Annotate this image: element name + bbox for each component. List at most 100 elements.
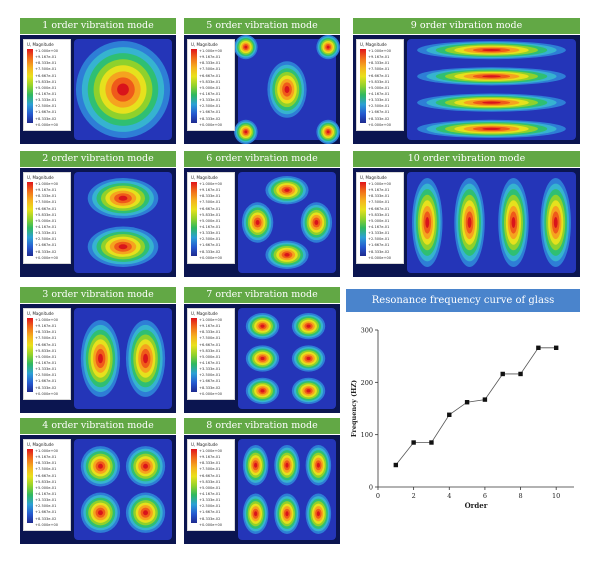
legend-value: +1.667e-01 [35,110,57,115]
legend-color-bar [191,49,197,123]
legend-value: +1.667e-01 [35,379,57,384]
legend-value: +0.000e+00 [35,122,59,127]
color-legend: U, Magnitude +1.000e+00 +9.167e-01 +8.333e-… [187,39,235,131]
mode-title: 4 order vibration mode [20,418,176,434]
legend-value: +4.167e-01 [199,224,221,229]
legend-title: U, Magnitude [27,442,54,447]
legend-title: U, Magnitude [191,442,218,447]
legend-value: +5.000e-01 [199,218,221,223]
y-tick-label: 300 [361,327,373,335]
resonance-chart: Resonance frequency curve of glass 0 100 2… [346,289,580,510]
y-axis-label: Frequency (HZ) [350,380,358,437]
legend-value: +4.167e-01 [35,360,57,365]
x-tick-label: 10 [552,492,560,500]
legend-value: +6.667e-01 [368,73,390,78]
legend-value: +7.500e-01 [35,336,57,341]
legend-color-bar [27,318,33,392]
legend-value: +6.667e-01 [199,342,221,347]
color-legend: U, Magnitude +1.000e+00 +9.167e-01 +8.333e-… [23,439,71,531]
mode-title: 3 order vibration mode [20,287,176,303]
mode-title: 9 order vibration mode [353,18,580,34]
legend-value: +9.167e-01 [199,188,221,193]
legend-value: +8.333e-01 [35,330,57,335]
legend-value: +5.000e-01 [199,85,221,90]
legend-value: +8.333e-02 [368,116,390,121]
legend-title: U, Magnitude [191,311,218,316]
legend-value: +1.000e+00 [199,449,223,453]
data-point [500,371,505,377]
legend-value: +5.000e-01 [368,218,390,223]
legend-value: +1.000e+00 [35,449,59,453]
legend-values: +1.000e+00 +9.167e-01 +8.333e-01 +7.500e-01… [199,448,222,528]
legend-value: +7.500e-01 [35,467,57,472]
legend-title: U, Magnitude [191,175,218,180]
legend-value: +1.000e+00 [35,49,59,53]
mode-contour-image: U, Magnitude +1.000e+00 +9.167e-01 +8.333e-… [20,304,176,413]
legend-value: +1.667e-01 [199,510,221,515]
x-tick-label: 8 [518,492,522,500]
chart-axes [377,330,574,488]
mode-panel-2: 2 order vibration mode U, Magnitude +1.000… [20,151,176,277]
mode-contour-image: U, Magnitude +1.000e+00 +9.167e-01 +8.333e-… [353,168,580,277]
legend-values: +1.000e+00 +9.167e-01 +8.333e-01 +7.500e-01… [35,181,58,261]
legend-value: +1.667e-01 [35,243,57,248]
legend-values: +1.000e+00 +9.167e-01 +8.333e-01 +7.500e-01… [35,448,58,528]
mode-contour-image: U, Magnitude +1.000e+00 +9.167e-01 +8.333e-… [20,168,176,277]
series-line [395,347,557,466]
legend-value: +6.667e-01 [35,342,57,347]
legend-value: +8.333e-01 [199,461,221,466]
color-legend: U, Magnitude +1.000e+00 +9.167e-01 +8.333e-… [187,439,235,531]
legend-title: U, Magnitude [191,42,218,47]
legend-values: +1.000e+00 +9.167e-01 +8.333e-01 +7.500e-01… [368,181,391,261]
legend-value: +8.333e-02 [35,249,57,254]
legend-value: +6.667e-01 [35,73,57,78]
data-point [536,345,541,350]
legend-value: +1.667e-01 [35,510,57,515]
legend-value: +5.000e-01 [35,85,57,90]
legend-value: +4.167e-01 [35,491,57,496]
chart-title: Resonance frequency curve of glass [346,289,580,312]
legend-value: +2.500e-01 [35,373,57,378]
legend-value: +4.167e-01 [368,224,390,229]
mode-contour-image: U, Magnitude +1.000e+00 +9.167e-01 +8.333e-… [184,304,340,413]
legend-value: +9.167e-01 [35,455,57,460]
legend-value: +1.000e+00 [35,182,59,186]
legend-title: U, Magnitude [360,42,387,47]
color-legend: U, Magnitude +1.000e+00 +9.167e-01 +8.333e-… [23,308,71,400]
mode-contour-image: U, Magnitude +1.000e+00 +9.167e-01 +8.333e-… [184,435,340,544]
mode-panel-10: 10 order vibration mode U, Magnitude +1.00… [353,151,580,277]
legend-value: +1.000e+00 [35,318,59,322]
legend-value: +8.333e-01 [199,330,221,335]
legend-value: +5.000e-01 [199,354,221,359]
y-tick-label: 100 [361,431,373,439]
legend-value: +2.500e-01 [199,237,221,242]
x-axis-label: Order [465,501,488,510]
legend-color-bar [27,49,33,123]
legend-value: +3.333e-01 [199,498,221,503]
legend-value: +3.333e-01 [199,231,221,236]
mode-panel-4: 4 order vibration mode U, Magnitude +1.000… [20,418,176,544]
mode-contour-image: U, Magnitude +1.000e+00 +9.167e-01 +8.333e-… [20,35,176,144]
mode-panel-1: 1 order vibration mode U, Magnitude +1.000… [20,18,176,144]
legend-values: +1.000e+00 +9.167e-01 +8.333e-01 +7.500e-01… [199,181,222,261]
legend-values: +1.000e+00 +9.167e-01 +8.333e-01 +7.500e-01… [35,317,58,397]
mode-panel-7: 7 order vibration mode U, Magnitude +1.000… [184,287,340,413]
legend-value: +7.500e-01 [368,200,390,205]
legend-value: +5.833e-01 [199,348,221,353]
legend-value: +6.667e-01 [35,473,57,478]
color-legend: U, Magnitude +1.000e+00 +9.167e-01 +8.333e-… [356,172,404,264]
color-legend: U, Magnitude +1.000e+00 +9.167e-01 +8.333e-… [23,172,71,264]
legend-value: +8.333e-01 [199,61,221,66]
legend-title: U, Magnitude [360,175,387,180]
legend-value: +2.500e-01 [199,104,221,109]
legend-value: +5.000e-01 [368,85,390,90]
legend-color-bar [27,449,33,523]
legend-value: +9.167e-01 [368,55,390,60]
mode-contour-image: U, Magnitude +1.000e+00 +9.167e-01 +8.333e-… [184,35,340,144]
legend-value: +4.167e-01 [199,491,221,496]
legend-value: +8.333e-01 [199,194,221,199]
data-point [429,440,434,445]
legend-value: +8.333e-02 [35,385,57,390]
data-point [518,371,523,377]
mode-contour-image: U, Magnitude +1.000e+00 +9.167e-01 +8.333e-… [20,435,176,544]
